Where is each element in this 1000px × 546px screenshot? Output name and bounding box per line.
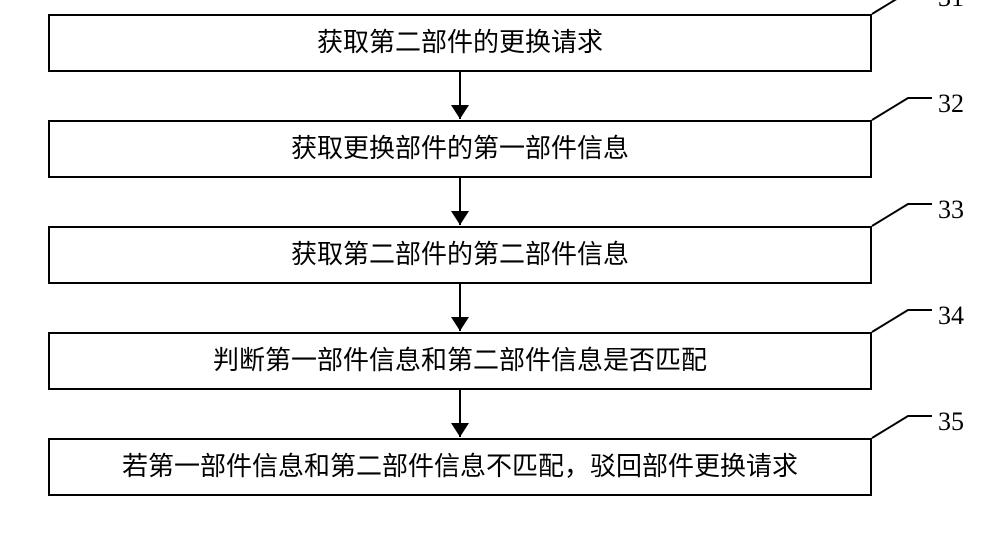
flow-step: 判断第一部件信息和第二部件信息是否匹配 <box>48 332 872 390</box>
flow-step-text: 若第一部件信息和第二部件信息不匹配，驳回部件更换请求 <box>122 453 798 482</box>
flowchart-canvas: 获取第二部件的更换请求 31 获取更换部件的第一部件信息 32 获取第二部件的第二部件信… <box>0 0 1000 546</box>
flow-step-text: 获取更换部件的第一部件信息 <box>291 135 629 164</box>
flow-step-number: 32 <box>938 89 964 119</box>
flow-step-number: 35 <box>938 407 964 437</box>
step-callout-line <box>872 0 932 14</box>
step-callout-line <box>872 310 932 332</box>
flow-step-number: 33 <box>938 195 964 225</box>
step-callout-line <box>872 204 932 226</box>
flow-step: 获取第二部件的第二部件信息 <box>48 226 872 284</box>
flow-step-text: 获取第二部件的更换请求 <box>317 29 603 58</box>
flow-step-text: 获取第二部件的第二部件信息 <box>291 241 629 270</box>
flow-step: 获取更换部件的第一部件信息 <box>48 120 872 178</box>
flow-step: 获取第二部件的更换请求 <box>48 14 872 72</box>
step-callout-line <box>872 416 932 438</box>
flow-step-number: 34 <box>938 301 964 331</box>
flow-step: 若第一部件信息和第二部件信息不匹配，驳回部件更换请求 <box>48 438 872 496</box>
step-callout-line <box>872 98 932 120</box>
flow-step-text: 判断第一部件信息和第二部件信息是否匹配 <box>213 347 707 376</box>
flow-step-number: 31 <box>938 0 964 13</box>
